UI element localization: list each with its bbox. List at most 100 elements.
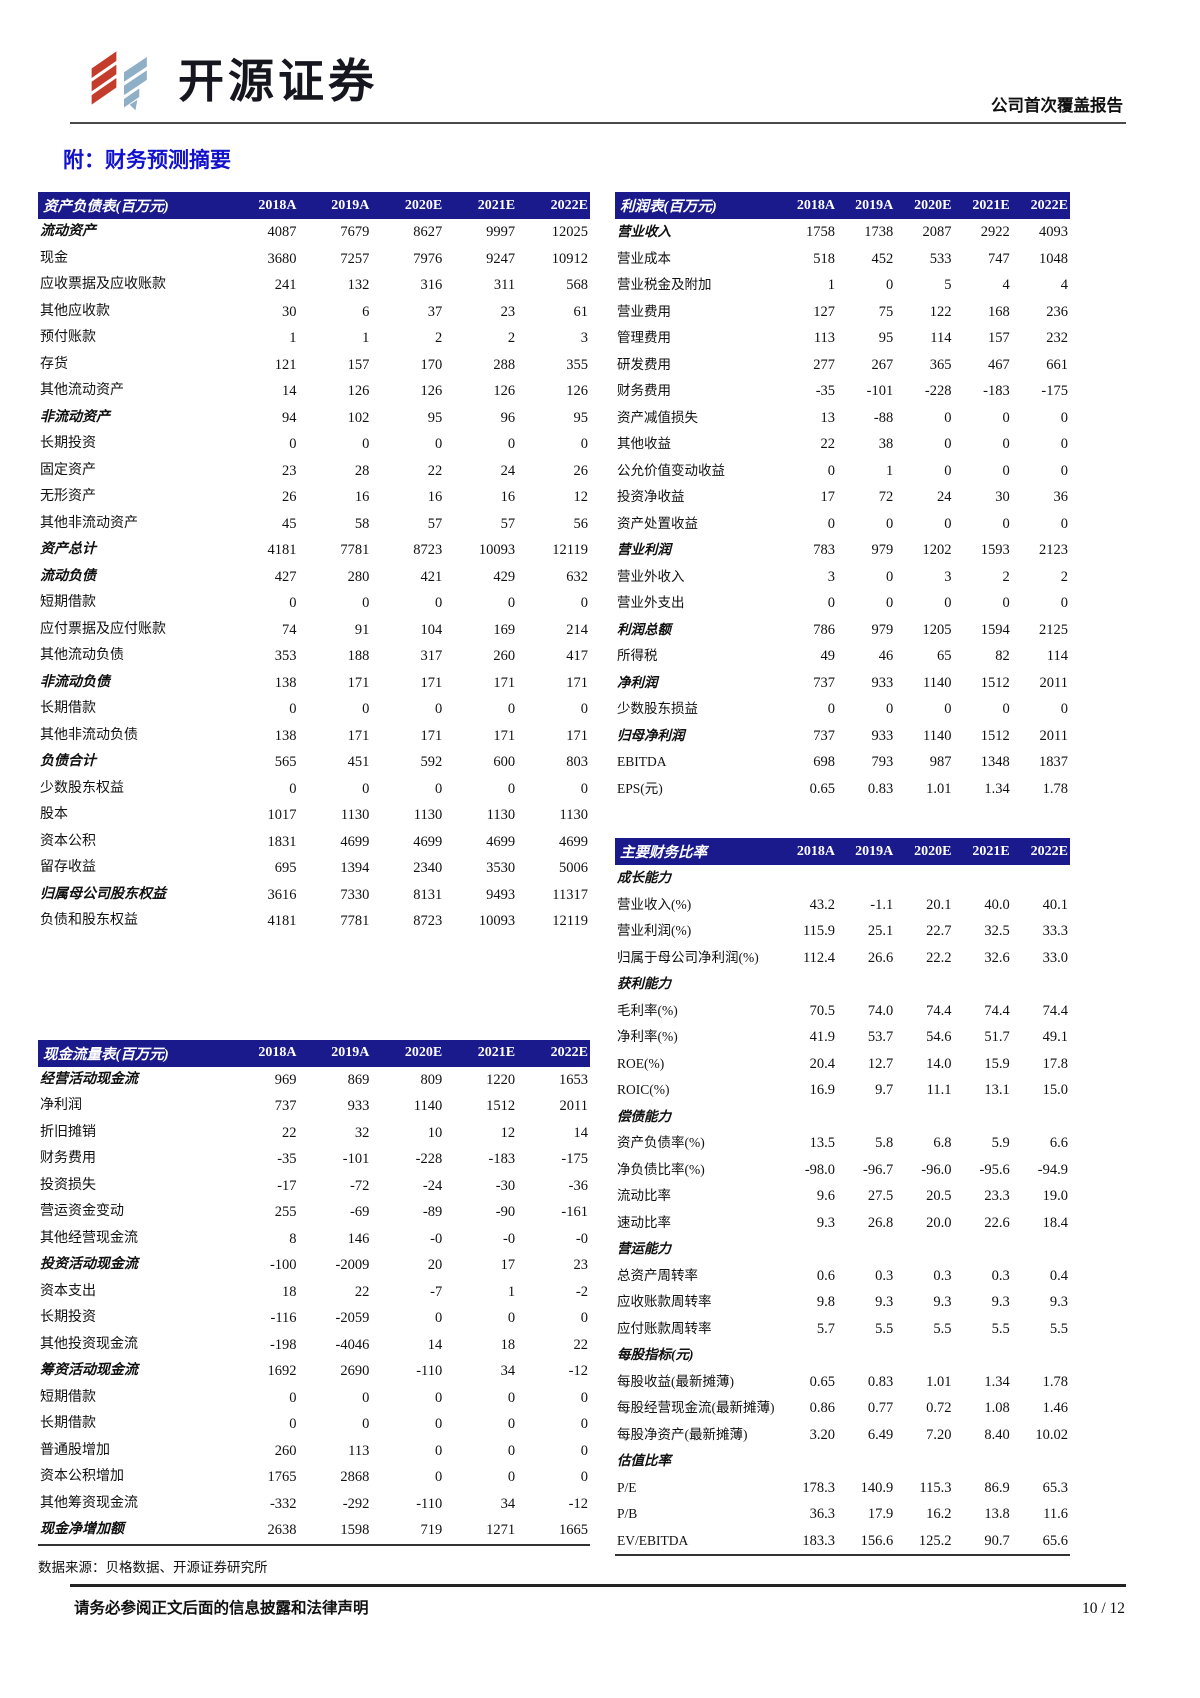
cell-value: 2 bbox=[507, 330, 516, 346]
cell-value: 20.5 bbox=[926, 1188, 952, 1204]
table-row: 其他筹资现金流 -332 -292 -110 34 -12 bbox=[38, 1491, 590, 1518]
row-label: 固定资产 bbox=[40, 462, 96, 478]
cell-value: 0.72 bbox=[926, 1400, 952, 1416]
row-label: 流动比率 bbox=[617, 1188, 671, 1203]
cell-value: 1758 bbox=[806, 224, 836, 240]
cell-value: 96 bbox=[500, 409, 516, 426]
table-row: 营业税金及附加 1 0 5 4 4 bbox=[615, 272, 1070, 299]
cell-value: -0 bbox=[575, 1230, 588, 1247]
cell-value: 7781 bbox=[340, 913, 370, 929]
right-column: 利润表(百万元) 2018A 2019A 2020E 2021E 2022E 营业收入 175… bbox=[615, 192, 1070, 1556]
cell-value bbox=[895, 1236, 953, 1263]
cell-value: -2009 bbox=[335, 1257, 370, 1273]
cell-value: 0 bbox=[886, 277, 894, 293]
page-title: 附：财务预测摘要 bbox=[63, 148, 231, 172]
cell-value: 16.9 bbox=[809, 1082, 836, 1098]
table-header-row: 资产负债表(百万元) 2018A 2019A 2020E 2021E 2022E bbox=[38, 192, 590, 219]
year-column-header: 2019A bbox=[298, 192, 372, 219]
table-row: 归母净利润 737 933 1140 1512 2011 bbox=[615, 723, 1070, 750]
row-label: 管理费用 bbox=[617, 330, 671, 345]
cell-value: 5.8 bbox=[875, 1135, 894, 1151]
cell-value: 45 bbox=[282, 515, 297, 532]
cell-value: 1.01 bbox=[926, 780, 952, 797]
cell-value: -89 bbox=[422, 1204, 443, 1220]
row-label: 预付账款 bbox=[40, 330, 96, 345]
row-label: 毛利率(%) bbox=[617, 1002, 678, 1018]
row-label: 现金 bbox=[40, 250, 68, 266]
cell-value: 26 bbox=[282, 489, 297, 505]
cell-value: 316 bbox=[420, 277, 443, 293]
cell-value: 14.0 bbox=[926, 1055, 952, 1072]
cell-value: 783 bbox=[813, 542, 836, 558]
cell-value: 122 bbox=[929, 303, 952, 320]
table-row: 应付票据及应付账款 74 91 104 169 214 bbox=[38, 617, 590, 644]
cell-value: -1.1 bbox=[870, 896, 894, 913]
cell-value: 14 bbox=[573, 1124, 589, 1141]
table-row: 其他经营现金流 8 146 -0 -0 -0 bbox=[38, 1226, 590, 1253]
row-label: 资本支出 bbox=[40, 1283, 96, 1299]
row-label: 营业利润(%) bbox=[617, 923, 692, 938]
cell-value: 417 bbox=[566, 648, 588, 664]
cell-value: 0.77 bbox=[867, 1400, 894, 1416]
table-row: 每股净资产(最新摊薄) 3.20 6.49 7.20 8.40 10.02 bbox=[615, 1422, 1070, 1449]
cell-value: -110 bbox=[416, 1363, 443, 1379]
cell-value: -101 bbox=[342, 1151, 370, 1167]
cell-value: 22 bbox=[282, 1124, 297, 1141]
table-row: 固定资产 23 28 22 24 26 bbox=[38, 458, 590, 485]
row-label: 营业收入(%) bbox=[617, 896, 692, 912]
cell-value: 33.0 bbox=[1042, 949, 1068, 966]
year-column-header: 2018A bbox=[225, 1039, 299, 1067]
row-label: 净利润 bbox=[617, 674, 658, 690]
cell-value: -96.0 bbox=[921, 1161, 952, 1178]
cell-value: 4 bbox=[1002, 277, 1010, 293]
row-label: 营业税金及附加 bbox=[617, 277, 712, 292]
cell-value: -24 bbox=[422, 1177, 443, 1194]
cell-value: 1130 bbox=[340, 807, 370, 823]
cell-value: 72 bbox=[878, 489, 894, 505]
cell-value: 365 bbox=[929, 356, 952, 373]
cell-value: 12 bbox=[500, 1124, 516, 1141]
table-row: 长期借款 0 0 0 0 0 bbox=[38, 1411, 590, 1438]
cell-value: 3530 bbox=[486, 860, 516, 876]
cell-value: 9.3 bbox=[816, 1214, 836, 1231]
row-label: 每股收益(最新摊薄) bbox=[617, 1373, 734, 1389]
cell-value: -30 bbox=[495, 1177, 516, 1194]
table-header-row: 主要财务比率 2018A 2019A 2020E 2021E 2022E bbox=[615, 838, 1070, 865]
cell-value: 451 bbox=[347, 754, 370, 770]
table-row: EPS(元) 0.65 0.83 1.01 1.34 1.78 bbox=[615, 776, 1070, 803]
cell-value: 0 bbox=[1002, 462, 1010, 479]
cell-value: -2059 bbox=[335, 1310, 370, 1326]
row-label: ROIC(%) bbox=[617, 1082, 670, 1097]
cell-value: 23 bbox=[282, 462, 297, 479]
cell-value: 12025 bbox=[551, 224, 588, 240]
row-label: 其他应收款 bbox=[40, 303, 110, 319]
cell-value: 11.6 bbox=[1043, 1506, 1068, 1522]
cell-value: 6.8 bbox=[933, 1135, 952, 1151]
cell-value: 4181 bbox=[267, 542, 297, 558]
cell-value: 1.46 bbox=[1042, 1400, 1068, 1416]
cell-value: 452 bbox=[871, 250, 894, 267]
cell-value: 1220 bbox=[486, 1071, 516, 1088]
cell-value: 6.49 bbox=[867, 1426, 894, 1443]
cell-value: -183 bbox=[488, 1151, 516, 1167]
cell-value: 0 bbox=[362, 1389, 370, 1406]
cell-value: 157 bbox=[347, 356, 370, 373]
year-column-header: 2019A bbox=[298, 1039, 372, 1067]
cell-value: 0 bbox=[580, 436, 588, 452]
row-label: 资本公积增加 bbox=[40, 1469, 124, 1484]
cell-value: 311 bbox=[493, 277, 516, 293]
cell-value: 1512 bbox=[980, 674, 1010, 691]
cell-value: 2011 bbox=[559, 1098, 588, 1114]
row-label: 其他流动资产 bbox=[40, 383, 124, 398]
cell-value: 0 bbox=[1002, 409, 1010, 426]
cell-value: 126 bbox=[347, 383, 370, 399]
cell-value: 277 bbox=[813, 356, 836, 373]
cell-value: 1.78 bbox=[1042, 780, 1068, 797]
cell-value: 53.7 bbox=[867, 1029, 894, 1045]
table-row: 获利能力 bbox=[615, 971, 1070, 998]
cell-value: 19.0 bbox=[1042, 1188, 1068, 1204]
cell-value: 65.6 bbox=[1042, 1532, 1068, 1549]
cell-value: 138 bbox=[274, 674, 297, 691]
table-title: 资产负债表(百万元) bbox=[38, 192, 226, 219]
cell-value: 9.6 bbox=[816, 1188, 836, 1204]
